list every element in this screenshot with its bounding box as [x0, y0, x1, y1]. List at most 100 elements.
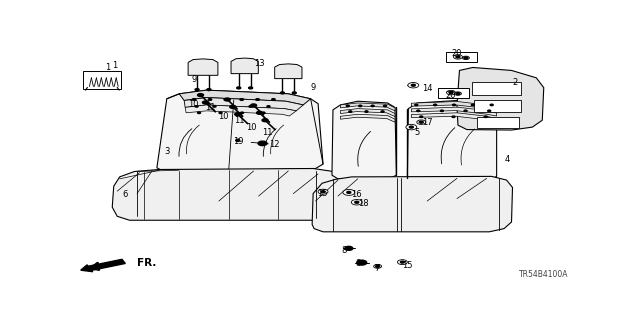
Text: 16: 16	[351, 190, 362, 199]
Circle shape	[249, 106, 252, 107]
Text: 1: 1	[112, 61, 117, 70]
Circle shape	[256, 99, 259, 100]
Polygon shape	[412, 113, 497, 122]
Circle shape	[456, 92, 460, 95]
Circle shape	[376, 265, 380, 267]
Text: 19: 19	[234, 137, 244, 146]
Text: 18: 18	[358, 199, 369, 209]
Circle shape	[356, 260, 367, 265]
Circle shape	[208, 99, 212, 100]
Polygon shape	[477, 117, 519, 128]
Circle shape	[464, 110, 467, 112]
Text: 7: 7	[374, 264, 380, 273]
Circle shape	[345, 246, 353, 250]
Circle shape	[272, 99, 275, 100]
Text: 20: 20	[445, 91, 456, 100]
Circle shape	[434, 104, 436, 106]
Polygon shape	[231, 58, 259, 74]
Polygon shape	[412, 107, 497, 116]
Circle shape	[415, 104, 418, 106]
Circle shape	[410, 126, 413, 128]
Circle shape	[452, 116, 455, 117]
Text: 2: 2	[513, 78, 518, 87]
Circle shape	[440, 110, 444, 112]
Text: 15: 15	[317, 189, 327, 198]
Text: 6: 6	[122, 190, 127, 199]
Text: 10: 10	[188, 100, 198, 109]
Circle shape	[235, 113, 241, 116]
Polygon shape	[408, 100, 497, 181]
Circle shape	[195, 106, 198, 107]
Circle shape	[262, 119, 268, 122]
Circle shape	[408, 83, 419, 88]
Text: 12: 12	[269, 140, 280, 149]
Circle shape	[258, 141, 267, 146]
Polygon shape	[412, 101, 497, 110]
Text: TR54B4100A: TR54B4100A	[519, 270, 568, 279]
Polygon shape	[188, 59, 218, 75]
Text: 10: 10	[219, 111, 229, 121]
Circle shape	[464, 57, 468, 59]
FancyArrow shape	[81, 259, 125, 272]
Circle shape	[318, 189, 328, 194]
Circle shape	[417, 120, 426, 124]
Circle shape	[349, 111, 352, 112]
Circle shape	[231, 106, 234, 107]
Circle shape	[262, 112, 265, 114]
Circle shape	[198, 93, 204, 97]
Circle shape	[225, 98, 230, 101]
Circle shape	[488, 110, 491, 112]
Circle shape	[224, 99, 228, 100]
Circle shape	[230, 105, 236, 108]
Circle shape	[447, 90, 456, 95]
Polygon shape	[179, 90, 310, 105]
Circle shape	[417, 110, 420, 112]
Circle shape	[490, 104, 493, 106]
Polygon shape	[157, 90, 323, 172]
Bar	[446, 52, 477, 62]
Circle shape	[456, 56, 460, 58]
Circle shape	[241, 112, 243, 114]
Polygon shape	[185, 105, 296, 116]
Circle shape	[280, 92, 284, 94]
Circle shape	[202, 101, 209, 104]
Circle shape	[463, 56, 469, 60]
Bar	[83, 71, 121, 89]
Circle shape	[484, 116, 487, 117]
Circle shape	[383, 105, 387, 107]
Circle shape	[374, 264, 381, 268]
Circle shape	[449, 92, 453, 93]
Circle shape	[452, 104, 456, 106]
Circle shape	[207, 89, 211, 91]
Circle shape	[237, 87, 241, 89]
Circle shape	[419, 121, 423, 123]
Circle shape	[351, 200, 362, 205]
Polygon shape	[457, 68, 544, 130]
Text: 8: 8	[355, 259, 360, 268]
Circle shape	[359, 105, 362, 107]
Circle shape	[401, 261, 404, 263]
Circle shape	[365, 111, 368, 112]
Circle shape	[454, 55, 463, 59]
Circle shape	[251, 104, 257, 107]
Polygon shape	[112, 169, 342, 220]
Text: 17: 17	[422, 118, 433, 127]
Circle shape	[236, 140, 240, 141]
Text: 11: 11	[205, 103, 216, 112]
Circle shape	[381, 111, 384, 112]
Circle shape	[420, 116, 423, 117]
Polygon shape	[332, 101, 396, 179]
Circle shape	[198, 112, 200, 114]
Circle shape	[257, 111, 262, 114]
Polygon shape	[472, 82, 522, 95]
Text: 15: 15	[402, 260, 413, 269]
Circle shape	[346, 105, 349, 107]
Polygon shape	[340, 103, 395, 111]
Circle shape	[193, 99, 196, 100]
Circle shape	[471, 104, 474, 106]
Text: 13: 13	[254, 59, 265, 68]
Circle shape	[240, 99, 243, 100]
Polygon shape	[474, 100, 522, 112]
Circle shape	[412, 84, 415, 86]
Polygon shape	[275, 64, 302, 79]
